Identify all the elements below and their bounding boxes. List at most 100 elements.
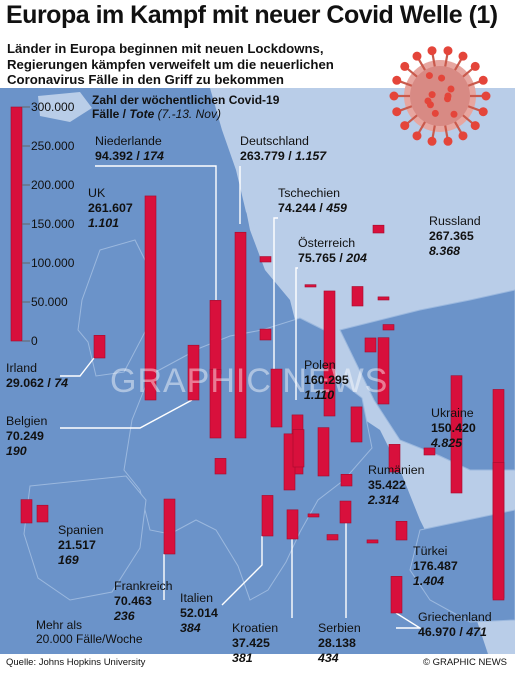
label-belgien: Belgien 70.249 190 (6, 414, 47, 459)
deaths-value: 471 (466, 625, 487, 639)
bar-italien (261, 495, 274, 537)
country-values: 46.970 / 471 (418, 625, 487, 639)
country-name: Italien (180, 591, 214, 605)
connector-griechenland (395, 612, 423, 629)
virus-illustration (389, 46, 491, 146)
legend-tick-label: 150.000 (31, 217, 75, 231)
source-note: Quelle: Johns Hopkins University (6, 657, 146, 668)
label-rumnien: Rumänien 35.422 2.314 (368, 463, 424, 508)
country-name: Frankreich (114, 579, 173, 593)
deaths-value: 459 (326, 201, 347, 215)
country-name: UK (88, 186, 106, 200)
chart-title: Europa im Kampf mit neuer Covid Welle (1… (6, 1, 498, 29)
country-name: Spanien (58, 523, 104, 537)
watermark: GRAPHIC NEWS (110, 362, 389, 400)
cases-value: 21.517 (58, 538, 96, 552)
bar-unlabeled-country (304, 284, 317, 288)
connector-sterreich (295, 267, 298, 400)
cases-value: 150.420 (431, 421, 476, 435)
bar-deutschland (234, 231, 247, 439)
deaths-value: 190 (6, 444, 27, 458)
deaths-value: 1.157 (295, 149, 327, 163)
connector-tschechien (273, 217, 278, 370)
connector-belgien (60, 399, 193, 429)
deaths-value: 4.825 (431, 436, 463, 450)
label-polen: Polen 160.295 1.110 (304, 358, 349, 403)
deaths-value: 204 (346, 251, 367, 265)
legend-tick-label: 0 (31, 334, 38, 348)
deaths-value: 8.368 (429, 244, 461, 258)
cases-value: 176.487 (413, 559, 458, 573)
label-griechenland: Griechenland 46.970 / 471 (418, 610, 492, 640)
cases-value: 263.779 (240, 149, 285, 163)
label-trkei: Türkei 176.487 1.404 (413, 544, 458, 589)
bar-polen (323, 290, 336, 417)
label-sterreich: Österreich 75.765 / 204 (298, 236, 367, 266)
country-values: 70.249 (6, 429, 47, 444)
legend-tick-label: 250.000 (31, 139, 75, 153)
connector-lines (60, 165, 423, 629)
bar-unlabeled-country (259, 256, 272, 263)
bar-unlabeled-country (423, 447, 436, 456)
label-tschechien: Tschechien 74.244 / 459 (278, 186, 347, 216)
country-name: Griechenland (418, 610, 492, 624)
deaths-value: 74 (54, 376, 69, 390)
bar-ukraine (450, 375, 463, 494)
cases-value: 160.295 (304, 373, 349, 387)
country-values: 35.422 (368, 478, 424, 493)
bar-spanien (36, 504, 49, 523)
bar-irland (93, 335, 106, 359)
deaths-value: 384 (180, 621, 201, 635)
chart-subtitle: Länder in Europa beginnen mit neuen Lock… (7, 41, 334, 87)
label-uk: UK 261.607 1.101 (88, 186, 133, 231)
bar-trkei (492, 462, 505, 601)
country-values: 70.463 (114, 594, 173, 609)
country-values: 261.607 (88, 201, 133, 216)
bar-unlabeled-country (372, 224, 385, 234)
bar-unlabeled-country (317, 427, 330, 477)
bar-unlabeled-country (395, 520, 408, 541)
country-values: 21.517 (58, 538, 103, 553)
bar-unlabeled-country (350, 406, 363, 443)
bar-unlabeled-country (377, 296, 390, 301)
country-values: 150.420 (431, 421, 476, 436)
cases-value: 74.244 (278, 201, 316, 215)
country-name: Österreich (298, 236, 356, 250)
legend-ticks: 300.000 250.000 200.000 150.000 100.000 50.00… (22, 100, 75, 348)
label-frankreich: Frankreich 70.463 236 (114, 579, 173, 624)
country-name: Ukraine (431, 406, 474, 420)
bar-belgien (187, 344, 200, 401)
bar-unlabeled-country (364, 337, 377, 353)
land-turkey (409, 509, 515, 623)
cases-value: 46.970 (418, 625, 456, 639)
country-values: 94.392 / 174 (95, 149, 164, 163)
cases-value: 261.607 (88, 201, 133, 215)
land-east-block (339, 289, 515, 471)
connector-irland (60, 357, 95, 377)
map-legend-swatch (5, 621, 31, 634)
bar-frankreich (163, 498, 176, 555)
legend-title: Zahl der wöchentlichen Covid-19 Fälle / … (92, 93, 279, 121)
deaths-value: 1.101 (88, 216, 120, 230)
bar-unlabeled-country (214, 458, 227, 475)
deaths-value: 2.314 (368, 493, 400, 507)
bar-unlabeled-country (292, 429, 305, 468)
bar-serbien (339, 500, 352, 524)
label-irland: Irland 29.062 / 74 (6, 361, 68, 391)
bar-unlabeled-country (307, 513, 320, 518)
label-kroatien: Kroatien 37.425 381 (232, 621, 278, 666)
country-values: 74.244 / 459 (278, 201, 347, 215)
legend-tick-label: 200.000 (31, 178, 75, 192)
country-name: Kroatien (232, 621, 279, 635)
deaths-value: 174 (143, 149, 164, 163)
cases-value: 35.422 (368, 478, 406, 492)
bar-unlabeled-country (340, 473, 353, 487)
land-central-europe (123, 317, 373, 601)
label-russland: Russland 267.365 8.368 (429, 214, 481, 259)
bar-unlabeled-country (259, 328, 272, 341)
cases-value: 70.463 (114, 594, 152, 608)
country-name: Tschechien (278, 186, 340, 200)
country-values: 176.487 (413, 559, 458, 574)
label-ukraine: Ukraine 150.420 4.825 (431, 406, 476, 451)
